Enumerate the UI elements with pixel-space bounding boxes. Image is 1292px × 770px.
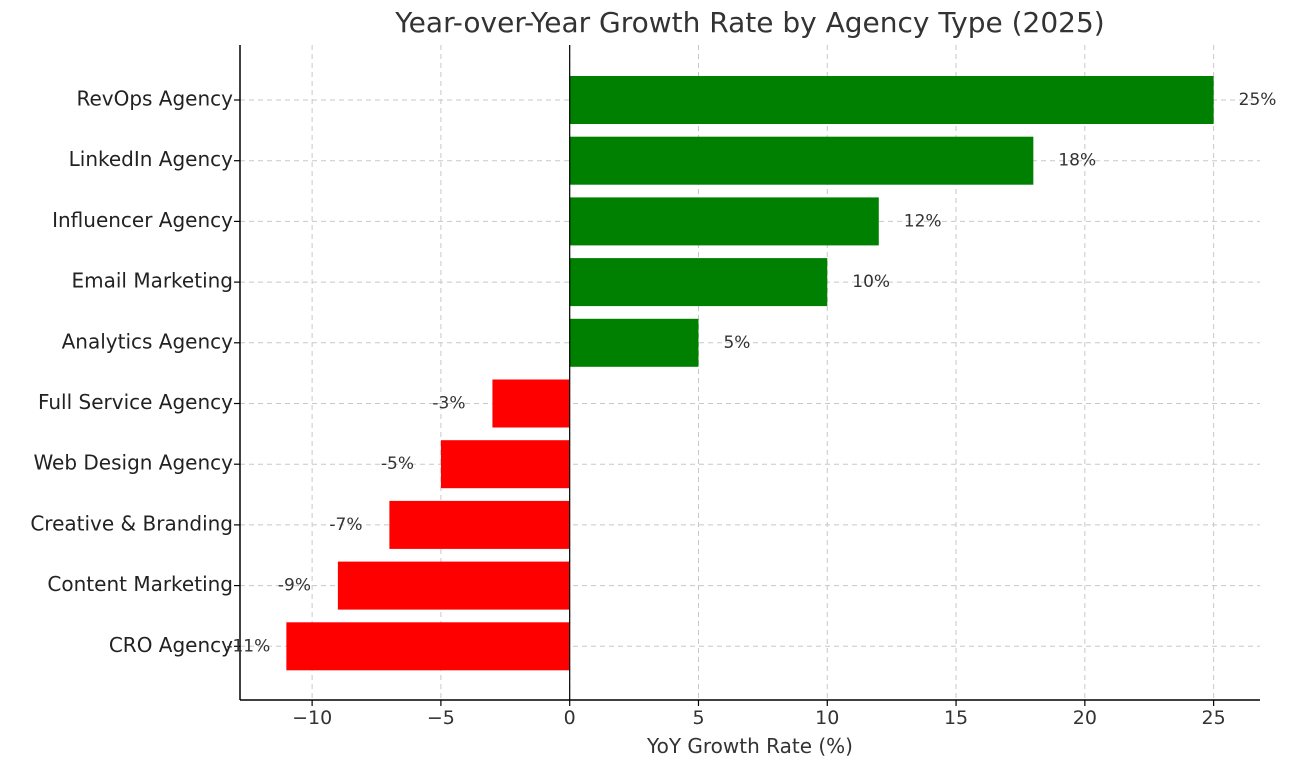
y-tick-label: Email Marketing [71,269,233,293]
x-tick-label: −5 [427,707,455,729]
bar [337,561,570,610]
y-tick-label: Influencer Agency [52,208,233,232]
tick-labels: −10 −5 0 5 10 15 20 25 RevOps Agency LinkedIn Age… [30,87,1225,730]
y-tick-label: RevOps Agency [76,87,233,111]
data-label: -7% [329,515,362,535]
data-label: -9% [278,576,311,596]
data-label: -11% [226,636,270,656]
x-tick-label: 0 [564,707,576,729]
y-tick-label: Full Service Agency [38,390,233,414]
data-label: 18% [1058,151,1096,171]
bar [569,258,828,307]
data-label: 25% [1239,90,1277,110]
bar [389,500,570,549]
data-label: 5% [723,333,750,353]
bar [569,318,699,367]
y-tick-label: CRO Agency [109,633,233,657]
y-tick-label: Content Marketing [47,572,233,596]
bar [569,76,1214,124]
bar [492,379,570,428]
y-tick-label: LinkedIn Agency [69,147,234,171]
bar [440,440,570,489]
bar [286,622,570,671]
axes [234,45,1260,706]
bars [286,76,1214,671]
x-tick-label: −10 [292,707,332,729]
y-tick-label: Creative & Branding [30,511,233,535]
x-tick-label: 15 [944,707,968,729]
data-label: -3% [432,394,465,414]
y-tick-label: Web Design Agency [33,451,233,475]
data-label: -5% [381,454,414,474]
data-label: 10% [852,272,890,292]
data-labels: 25% 18% 12% 10% 5% -3% -5% -7% -9% -11% [226,90,1276,656]
x-tick-label: 5 [692,707,704,729]
data-label: 12% [904,211,942,231]
x-axis-label: YoY Growth Rate (%) [647,734,853,758]
bar [569,197,879,246]
chart-title: Year-over-Year Growth Rate by Agency Typ… [395,6,1105,39]
bar [569,136,1034,185]
y-tick-label: Analytics Agency [62,329,234,353]
x-tick-label: 25 [1202,707,1226,729]
x-tick-label: 10 [815,707,839,729]
x-tick-label: 20 [1073,707,1097,729]
